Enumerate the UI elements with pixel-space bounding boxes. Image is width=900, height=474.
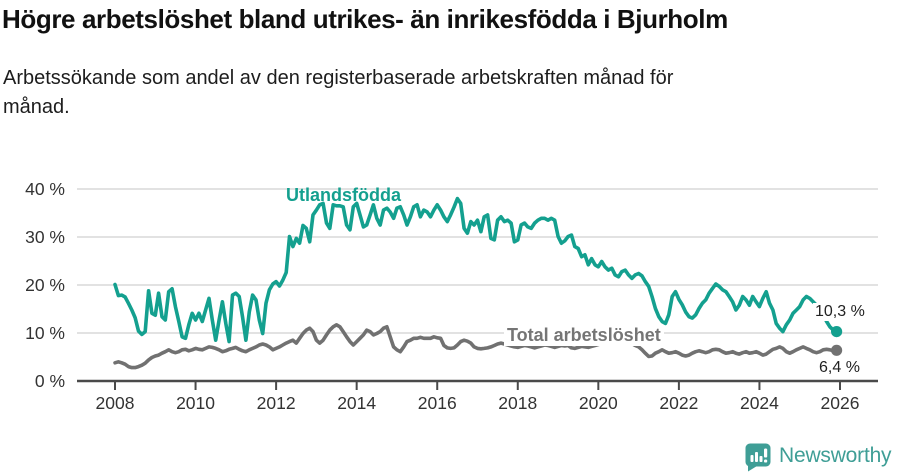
- series-end-dot-1: [831, 344, 843, 356]
- x-tick-label-2026: 2026: [821, 393, 860, 413]
- x-tick-label-2022: 2022: [659, 393, 698, 413]
- end-value-label-utlandsfodda: 10,3 %: [813, 303, 867, 321]
- end-value-label-total: 6,4 %: [817, 359, 862, 377]
- page-title: Högre arbetslöshet bland utrikes- än inr…: [2, 4, 728, 34]
- x-tick-label-2020: 2020: [579, 393, 618, 413]
- x-tick-label-2024: 2024: [740, 393, 779, 413]
- x-tick-label-2010: 2010: [176, 393, 215, 413]
- newsworthy-pin-icon: [744, 442, 772, 474]
- series-end-dot-0: [831, 326, 843, 338]
- brand-footer: Newsworthy: [744, 442, 892, 474]
- x-tick-label-2012: 2012: [257, 393, 296, 413]
- y-tick-label-20: 20 %: [25, 275, 65, 295]
- series-line-0: [113, 196, 839, 344]
- x-tick-label-2016: 2016: [418, 393, 457, 413]
- brand-name: Newsworthy: [779, 444, 892, 467]
- series-line-1: [113, 322, 839, 370]
- y-tick-label-0: 0 %: [35, 371, 65, 391]
- series-label-total-arbetsloshet: Total arbetslöshet: [504, 325, 664, 346]
- x-tick-label-2008: 2008: [96, 393, 135, 413]
- y-tick-label-10: 10 %: [25, 323, 65, 343]
- y-tick-label-30: 30 %: [25, 227, 65, 247]
- series-label-utlandsfodda: Utlandsfödda: [286, 185, 401, 205]
- x-tick-label-2014: 2014: [337, 393, 376, 413]
- page-subtitle: Arbetssökande som andel av den registerb…: [3, 67, 674, 118]
- y-tick-label-40: 40 %: [25, 179, 65, 199]
- x-tick-label-2018: 2018: [498, 393, 537, 413]
